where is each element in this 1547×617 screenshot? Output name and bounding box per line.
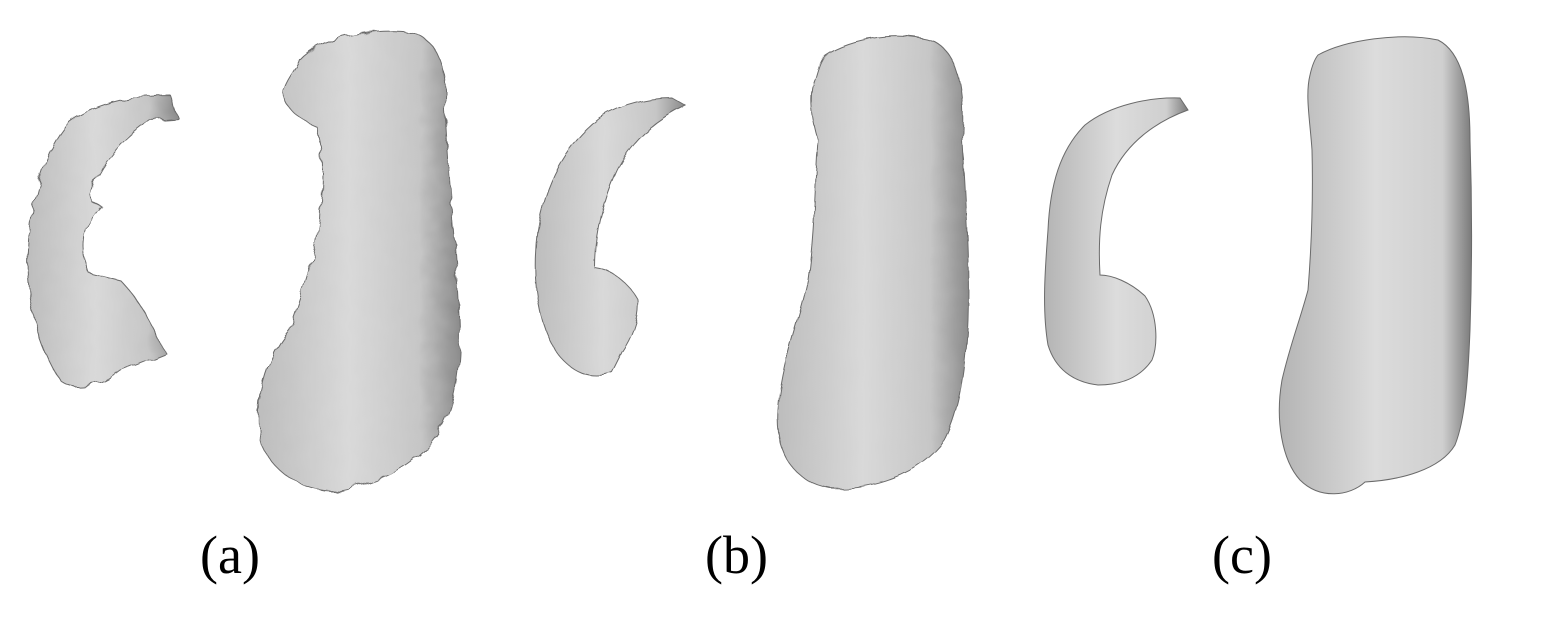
panel-b-large-shape [778,36,969,488]
panel-a-renderings [28,31,460,490]
panel-a-large-shape [259,31,460,490]
panel-c-large-shape [1279,37,1471,494]
caption-c: (c) [1212,528,1272,582]
panel-b-small-shape [536,98,686,375]
caption-a: (a) [200,528,260,582]
panel-c-small-shape [1045,98,1188,385]
panel-c-renderings [1045,37,1472,494]
panel-b-renderings [536,36,969,488]
panel-a-small-shape [28,95,178,387]
caption-b: (b) [705,528,768,582]
